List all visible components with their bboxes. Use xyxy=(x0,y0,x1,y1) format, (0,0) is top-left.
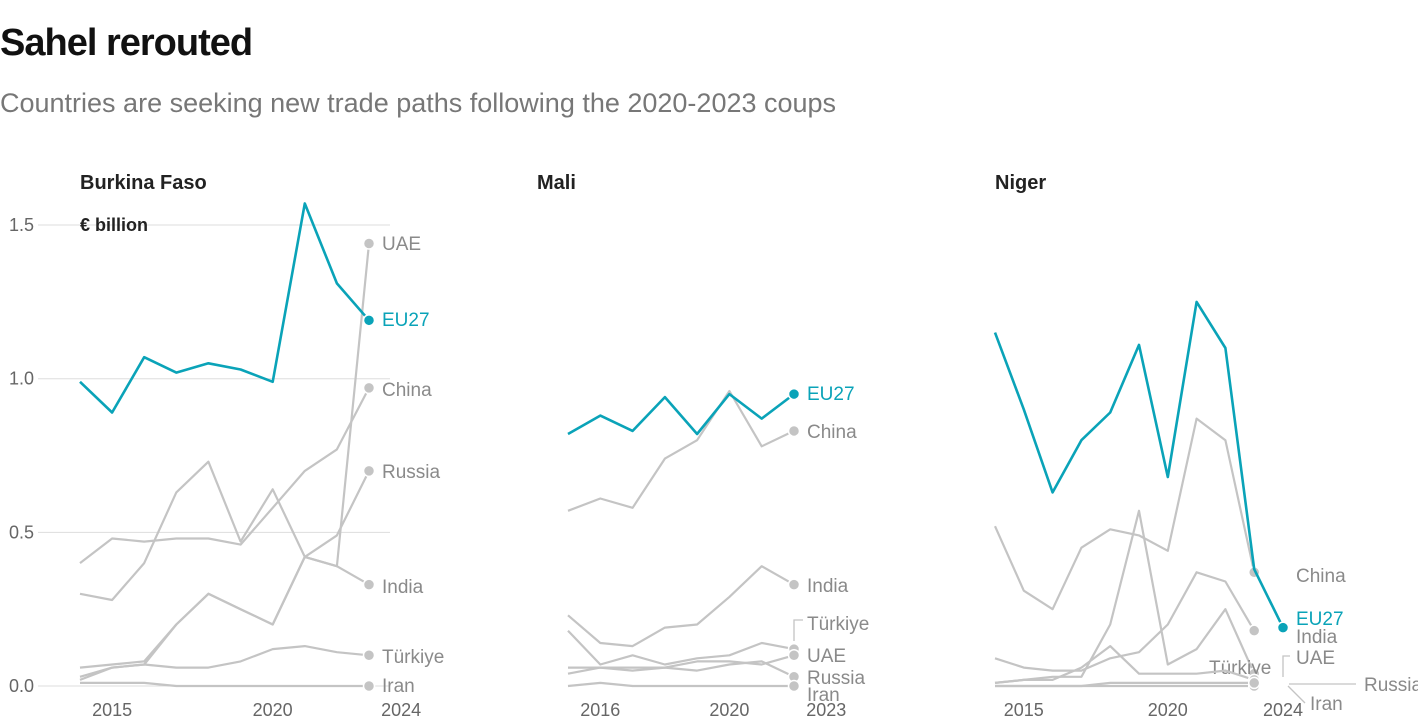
series-india-line xyxy=(79,460,370,602)
series-trkiye-label: Türkiye xyxy=(807,614,869,635)
series-eu27-line xyxy=(567,392,795,436)
x-tick-label: 2015 xyxy=(92,700,132,720)
panel-title: Niger xyxy=(995,172,1046,194)
series-russia-label: Russia xyxy=(382,462,441,483)
x-tick-label: 2023 xyxy=(806,700,846,720)
chart-title: Sahel rerouted xyxy=(0,22,253,64)
series-eu27-line xyxy=(79,202,370,414)
series-iran-line xyxy=(80,681,369,688)
series-eu27-label: EU27 xyxy=(382,310,430,331)
x-tick-label: 2024 xyxy=(381,700,421,720)
series-trkiye-leader xyxy=(793,619,803,641)
series-russia-label: Russia xyxy=(807,668,866,689)
series-iran-end-dot xyxy=(787,679,801,693)
series-uae-label: UAE xyxy=(1296,648,1335,669)
series-trkiye-line xyxy=(567,629,795,666)
series-iran-leader xyxy=(1287,685,1306,704)
series-india-line xyxy=(994,571,1256,672)
series-india-end-dot xyxy=(362,578,376,591)
series-india-end-dot xyxy=(787,578,801,591)
series-eu27-end-dot xyxy=(362,314,376,327)
y-tick-label: 0.5 xyxy=(9,522,34,542)
series-iran-label: Iran xyxy=(382,676,415,697)
x-tick-label: 2015 xyxy=(1004,700,1044,720)
series-iran-end-dot xyxy=(1247,676,1261,690)
y-tick-label: 0.0 xyxy=(9,676,34,696)
series-uae-leader xyxy=(1282,655,1290,677)
series-trkiye-end-dot xyxy=(362,649,376,662)
x-tick-label: 2020 xyxy=(1148,700,1188,720)
x-tick-label: 2016 xyxy=(580,700,620,720)
series-india-end-dot xyxy=(1247,624,1261,637)
series-india-label: India xyxy=(382,577,424,598)
series-russia-line xyxy=(567,660,795,678)
panel-burkina-faso: Burkina Faso 0.0 0.5 1.0 1.5 € billion 2015 202… xyxy=(9,172,444,720)
unit-label: € billion xyxy=(80,215,148,235)
x-tick-label: 2020 xyxy=(709,700,749,720)
series-trkiye-line xyxy=(79,644,370,678)
series-uae-line xyxy=(79,243,371,681)
series-china-line xyxy=(993,417,1256,611)
series-eu27-label: EU27 xyxy=(807,384,855,405)
panel-niger: Niger 2015 2020 2024 China India Türkiye UAE Rus… xyxy=(993,172,1418,720)
series-china-line xyxy=(567,389,795,512)
series-iran-label: Iran xyxy=(807,685,840,706)
series-iran-label: Iran xyxy=(1310,694,1343,715)
chart-subtitle: Countries are seeking new trade paths fo… xyxy=(0,88,837,118)
series-china-line xyxy=(79,387,370,564)
series-eu27-end-dot xyxy=(1276,621,1290,634)
series-uae-end-dot xyxy=(362,237,376,250)
series-russia-end-dot xyxy=(362,464,376,478)
series-china-label: China xyxy=(807,422,857,443)
series-china-label: China xyxy=(1296,566,1346,587)
series-china-label: China xyxy=(382,380,432,401)
series-uae-line xyxy=(994,644,1255,684)
series-china-end-dot xyxy=(362,381,376,395)
x-tick-label: 2024 xyxy=(1263,700,1303,720)
series-india-label: India xyxy=(807,576,849,597)
series-iran-line xyxy=(995,681,1255,688)
series-uae-label: UAE xyxy=(807,646,846,667)
series-eu27-line xyxy=(993,300,1285,629)
series-trkiye-line xyxy=(994,509,1256,684)
series-russia-label: Russia xyxy=(1364,675,1418,696)
panel-title: Mali xyxy=(537,172,576,194)
y-tick-label: 1.5 xyxy=(9,215,34,235)
series-trkiye-label: Türkiye xyxy=(1209,658,1271,679)
panel-title: Burkina Faso xyxy=(80,172,207,194)
series-eu27-label: EU27 xyxy=(1296,609,1344,630)
x-tick-label: 2020 xyxy=(253,700,293,720)
series-india-label: India xyxy=(1296,627,1338,648)
series-iran-line xyxy=(567,681,794,688)
series-china-end-dot xyxy=(787,424,801,438)
panel-mali: Mali 2016 2020 2023 China India Türkiye UAERuss… xyxy=(537,172,869,720)
series-india-line xyxy=(567,565,795,648)
y-tick-label: 1.0 xyxy=(9,369,34,389)
series-eu27-end-dot xyxy=(787,387,801,401)
series-iran-end-dot xyxy=(362,679,376,693)
series-uae-label: UAE xyxy=(382,234,421,255)
series-trkiye-label: Türkiye xyxy=(382,647,444,668)
series-uae-end-dot xyxy=(787,649,801,662)
series-russia-line xyxy=(79,470,370,669)
